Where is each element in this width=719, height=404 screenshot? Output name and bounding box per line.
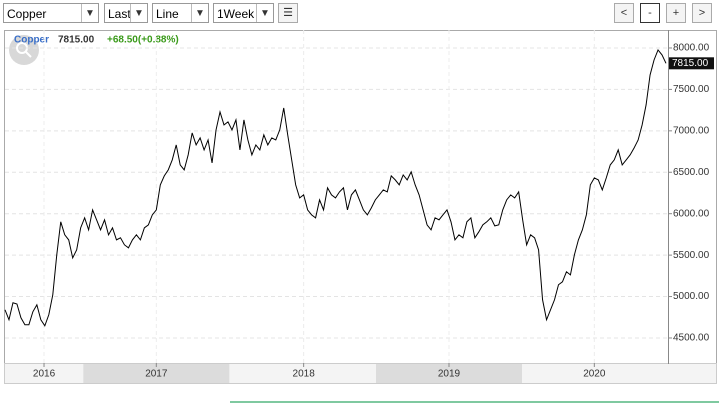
price-line (4, 48, 667, 327)
period-select[interactable]: 1Week ▼ (213, 3, 274, 23)
x-tick-label: 2020 (583, 369, 606, 380)
nav-button[interactable]: - (640, 3, 660, 23)
style-select[interactable]: Line ▼ (152, 3, 209, 23)
field-select[interactable]: Last ▼ (104, 3, 148, 23)
symbol-select[interactable]: Copper ▼ (3, 3, 99, 23)
symbol: Copper (7, 7, 47, 21)
field: Last (108, 7, 131, 21)
arrow: ▼ (256, 4, 273, 22)
y-tick-label: 7000.00 (673, 125, 710, 136)
x-tick-label: 2016 (33, 369, 56, 380)
chart-frame (4, 30, 717, 364)
y-tick-label: 8000.00 (673, 43, 710, 54)
arrow: ▼ (130, 4, 147, 22)
nav-button[interactable]: < (614, 3, 634, 23)
y-tick-label: 4500.00 (673, 333, 710, 344)
table-button[interactable]: ☰ (278, 3, 298, 23)
arrow: ▼ (81, 4, 98, 22)
legend-name: Copper (14, 35, 49, 46)
x-tick-label: 2017 (145, 369, 168, 380)
x-tick-label: 2018 (293, 369, 316, 380)
y-tick-label: 6500.00 (673, 167, 710, 178)
y-tick-label: 5000.00 (673, 291, 710, 302)
legend-change: +68.50(+0.88%) (107, 35, 179, 46)
chart: Copper 7815.00 +68.50(+0.88%) 4500.00 500… (4, 30, 719, 403)
last-price-label: 7815.00 (672, 58, 709, 69)
arrow: ▼ (191, 4, 208, 22)
nav-button[interactable]: + (666, 3, 686, 23)
style: Line (156, 7, 179, 21)
search-icon (25, 51, 32, 58)
x-tick-label: 2019 (438, 369, 461, 380)
year-band (375, 364, 522, 383)
legend-price: 7815.00 (58, 35, 95, 46)
period: 1Week (217, 7, 255, 21)
search-button[interactable] (9, 35, 39, 65)
y-tick-label: 6000.00 (673, 208, 710, 219)
y-tick-label: 5500.00 (673, 250, 710, 261)
year-band (83, 364, 230, 383)
y-tick-label: 7500.00 (673, 84, 710, 95)
last-price-tag (669, 57, 714, 70)
nav-button[interactable]: > (692, 3, 712, 23)
